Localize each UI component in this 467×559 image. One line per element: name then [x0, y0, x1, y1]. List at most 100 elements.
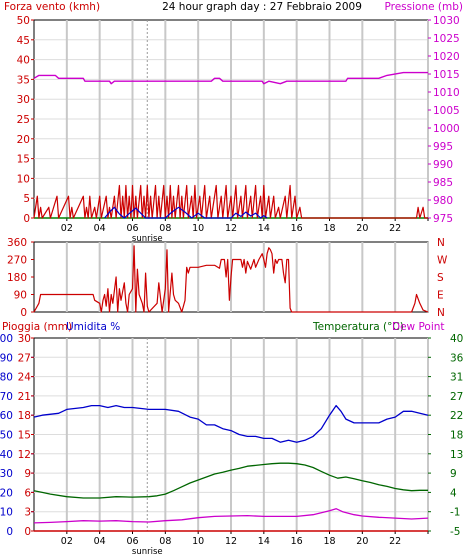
- left-tick-label: 50: [0, 430, 13, 442]
- x-tick-label: 20: [356, 223, 368, 234]
- left-tick-label: 24: [18, 372, 32, 384]
- left-tick-label: 40: [0, 449, 13, 461]
- wind-axis-label: Forza vento (kmh): [4, 1, 100, 13]
- x-tick-label: 02: [61, 536, 73, 547]
- left-tick-label: 18: [18, 410, 31, 422]
- right-tick-label: 980: [433, 195, 453, 207]
- x-tick-label: 12: [225, 536, 237, 547]
- right-tick-label: 13: [450, 449, 463, 461]
- right-tick-label: 36: [450, 352, 464, 364]
- right-tick-label: 9: [450, 468, 457, 480]
- left-tick-label: 90: [0, 352, 13, 364]
- left-tick-label: 45: [17, 35, 30, 47]
- x-tick-label: 06: [126, 536, 138, 547]
- compass-tick-label: E: [437, 290, 444, 302]
- left-tick-label: 3: [24, 507, 31, 519]
- left-tick-label: 6: [24, 487, 31, 499]
- left-tick-label: 21: [18, 391, 31, 403]
- left-tick-label: 180: [7, 272, 27, 284]
- rain-axis-label: Pioggia (mm): [2, 321, 72, 333]
- right-tick-label: 27: [450, 391, 463, 403]
- left-tick-label: 9: [24, 468, 31, 480]
- temperature-series-line: [33, 462, 428, 499]
- left-tick-label: 10: [0, 507, 13, 519]
- humidity-axis-label: Umidita %: [66, 321, 120, 333]
- right-tick-label: 1015: [433, 69, 460, 81]
- left-tick-label: 20: [0, 487, 13, 499]
- dewpoint-series-line: [33, 508, 429, 524]
- x-tick-label: 22: [389, 223, 401, 234]
- humidity-series-line: [33, 404, 429, 443]
- left-tick-label: 30: [0, 468, 13, 480]
- temperature-axis-label: Temperatura (°C): [312, 321, 404, 333]
- x-tick-label: 06: [126, 223, 138, 234]
- x-tick-label: 14: [258, 536, 270, 547]
- dewpoint-axis-label: Dew Point: [392, 321, 445, 333]
- sunrise-label: sunrise: [132, 547, 163, 557]
- left-tick-label: 0: [20, 307, 27, 319]
- right-tick-label: 1000: [433, 123, 460, 135]
- right-tick-label: 995: [433, 141, 453, 153]
- left-tick-label: 20: [17, 134, 30, 146]
- right-tick-label: 1030: [433, 15, 460, 27]
- left-tick-label: 50: [17, 15, 30, 27]
- left-tick-label: 30: [17, 94, 30, 106]
- right-tick-label: 975: [433, 213, 453, 225]
- left-tick-label: 10: [17, 173, 30, 185]
- left-tick-label: 360: [7, 237, 27, 249]
- left-tick-label: 0: [6, 526, 13, 538]
- x-tick-label: 08: [159, 536, 171, 547]
- x-tick-label: 16: [291, 536, 303, 547]
- x-tick-label: 22: [389, 536, 401, 547]
- left-tick-label: 35: [17, 74, 30, 86]
- right-tick-label: -1: [450, 507, 460, 519]
- left-tick-label: 100: [0, 333, 13, 345]
- wind-average-series-line: [104, 206, 268, 219]
- right-tick-label: 40: [450, 333, 463, 345]
- sunrise-label: sunrise: [132, 234, 163, 244]
- right-tick-label: 1025: [433, 33, 460, 45]
- x-tick-label: 04: [94, 223, 106, 234]
- x-tick-label: 20: [356, 536, 368, 547]
- left-tick-label: 12: [18, 449, 31, 461]
- x-tick-label: 04: [94, 536, 106, 547]
- right-tick-label: 1010: [433, 87, 460, 99]
- x-tick-label: 18: [323, 536, 335, 547]
- left-tick-label: 25: [17, 114, 30, 126]
- right-tick-label: 31: [450, 372, 463, 384]
- direction-series-line: [33, 245, 429, 313]
- x-tick-label: 02: [61, 223, 73, 234]
- x-tick-label: 12: [225, 223, 237, 234]
- wind-pressure-panel: 0510152025303540455097598098599099510001…: [17, 15, 460, 244]
- x-tick-label: 14: [258, 223, 270, 234]
- left-tick-label: 15: [17, 154, 30, 166]
- compass-tick-label: N: [437, 237, 445, 249]
- x-tick-label: 16: [291, 223, 303, 234]
- right-tick-label: 985: [433, 177, 453, 189]
- left-tick-label: 60: [0, 410, 13, 422]
- left-tick-label: 0: [23, 213, 30, 225]
- right-tick-label: -5: [450, 526, 460, 538]
- left-tick-label: 40: [17, 55, 30, 67]
- x-tick-label: 18: [323, 223, 335, 234]
- left-tick-label: 80: [0, 372, 13, 384]
- right-tick-label: 990: [433, 159, 453, 171]
- x-tick-label: 10: [192, 223, 204, 234]
- x-tick-label: 10: [192, 536, 204, 547]
- left-tick-label: 30: [18, 333, 31, 345]
- left-tick-label: 15: [18, 430, 31, 442]
- left-tick-label: 0: [24, 526, 31, 538]
- pressure-axis-label: Pressione (mb): [384, 1, 463, 13]
- right-tick-label: 1020: [433, 51, 460, 63]
- left-tick-label: 27: [18, 352, 31, 364]
- right-tick-label: 4: [450, 487, 457, 499]
- right-tick-label: 22: [450, 410, 463, 422]
- compass-tick-label: W: [437, 255, 448, 267]
- wind-speed-series-line: [33, 184, 428, 219]
- right-tick-label: 18: [450, 430, 463, 442]
- left-tick-label: 270: [7, 255, 27, 267]
- x-tick-label: 08: [159, 223, 171, 234]
- compass-tick-label: S: [437, 272, 444, 284]
